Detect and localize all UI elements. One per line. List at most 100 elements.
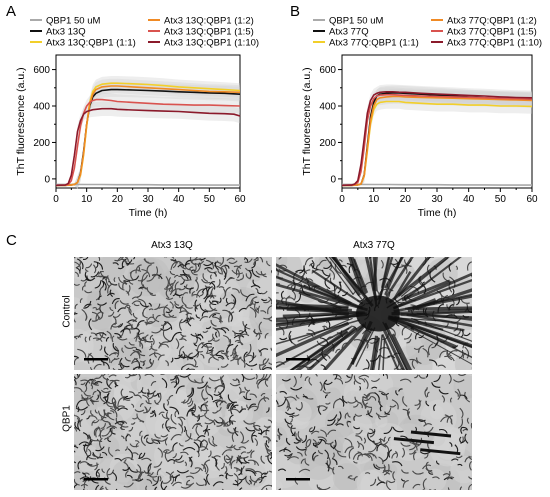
fibril-bundle — [347, 257, 364, 294]
x-tick-label: 50 — [204, 194, 216, 205]
fibril-bundle — [311, 269, 364, 305]
fibril-bundle — [416, 312, 472, 321]
y-axis-label: ThT fluorescence (a.u.) — [301, 67, 313, 175]
fibril-bundle — [297, 317, 353, 342]
micrograph-texture — [154, 437, 191, 475]
fibril-bundle — [392, 272, 472, 310]
fibril-bundle — [369, 335, 379, 370]
x-tick-label: 0 — [339, 194, 345, 205]
fibril-bundle — [276, 263, 352, 305]
micrograph-texture — [284, 374, 305, 393]
micrograph-texture — [383, 387, 405, 409]
fibril-bundle — [276, 283, 368, 312]
fibril-bundle — [392, 270, 412, 301]
fibril-bundle — [322, 324, 366, 370]
fibril-bundle — [368, 257, 378, 307]
scale-bar — [286, 358, 310, 361]
scale-bar — [84, 358, 108, 361]
micrograph-texture — [227, 464, 245, 482]
legend-label: Atx3 13Q:QBP1 (1:5) — [164, 27, 254, 38]
fibril-bundle — [303, 284, 364, 310]
fibril-bundle — [276, 312, 363, 320]
scale-bar — [286, 478, 310, 481]
fibril-bundle-core — [355, 295, 400, 332]
fibril-bundle — [377, 257, 391, 305]
micrograph-texture — [351, 415, 373, 437]
fibril-bundle — [382, 340, 386, 370]
x-tick-label: 20 — [112, 194, 124, 205]
micrograph-row-label-qbp1: QBP1 — [61, 405, 73, 432]
scale-bar — [84, 478, 108, 481]
error-band — [56, 76, 240, 189]
fibril-bundle — [410, 310, 472, 316]
micrograph-texture — [121, 374, 138, 383]
error-band — [342, 85, 532, 187]
micrograph-col-title-77q: Atx3 77Q — [353, 240, 395, 251]
legend-label: Atx3 77Q:QBP1 (1:2) — [447, 16, 537, 27]
micrograph-13q-qbp1 — [74, 374, 272, 490]
micrograph-texture — [342, 431, 376, 465]
fibril-bundle — [412, 306, 472, 311]
fibril-bundle — [381, 333, 400, 370]
x-tick-label: 30 — [142, 194, 154, 205]
micrograph-texture — [158, 474, 185, 490]
fibril-bundle — [387, 315, 472, 348]
x-tick-label: 30 — [431, 194, 443, 205]
y-tick-label: 600 — [319, 65, 336, 76]
micrograph-77q-qbp1 — [276, 374, 472, 490]
fibril-bundle — [276, 306, 348, 312]
micrograph-texture — [134, 346, 161, 370]
micrograph-texture — [325, 387, 341, 403]
micrograph-col-title-13q: Atx3 13Q — [151, 240, 193, 251]
micrograph-texture — [99, 257, 126, 280]
micrograph-texture — [221, 383, 243, 404]
series-line — [55, 98, 241, 187]
fibril-bundle — [401, 279, 451, 302]
fibril-bundle — [324, 257, 354, 296]
fibril-bundle — [382, 321, 408, 370]
x-tick-label: 0 — [53, 194, 59, 205]
fibril-bundle — [328, 257, 363, 300]
micrograph-texture — [255, 388, 272, 421]
x-tick-label: 40 — [463, 194, 475, 205]
micrograph-texture — [420, 399, 457, 436]
fibril-bundle — [372, 257, 378, 292]
error-band — [342, 94, 532, 187]
fibril-bundle — [403, 257, 462, 301]
fibril-bundle — [276, 321, 350, 358]
micrograph-77q-control — [276, 257, 472, 370]
x-tick-label: 50 — [495, 194, 507, 205]
micrograph-texture — [222, 348, 260, 370]
fibril-bundle — [306, 326, 357, 370]
x-tick-label: 20 — [400, 194, 412, 205]
fibril-group — [74, 374, 272, 490]
x-tick-label: 40 — [173, 194, 185, 205]
series-line — [341, 91, 533, 187]
x-tick-label: 10 — [368, 194, 380, 205]
plot-frame — [55, 54, 241, 189]
legend-label: Atx3 77Q:QBP1 (1:5) — [447, 27, 537, 38]
fibril-bundle — [404, 293, 472, 310]
fibril-group — [276, 374, 472, 490]
fibril-bundle — [396, 321, 472, 365]
fibril-cluster — [420, 448, 461, 456]
y-tick-label: 600 — [33, 65, 50, 76]
panel-label-b: B — [290, 3, 301, 20]
micrograph-texture — [193, 443, 229, 479]
series-line — [56, 85, 241, 187]
legend-label: Atx3 13Q — [46, 27, 86, 38]
fibril-bundle — [276, 299, 349, 316]
fibril-bundle — [400, 312, 472, 320]
micrograph-texture — [90, 308, 113, 331]
fibril-bundle — [391, 308, 472, 316]
fibril-bundle — [385, 257, 414, 298]
legend-label: QBP1 50 uM — [46, 16, 100, 27]
x-tick-label: 60 — [234, 194, 246, 205]
micrograph-texture — [231, 288, 253, 311]
micrograph-texture — [74, 297, 85, 318]
fibril-bundle — [353, 258, 369, 294]
micrograph-texture — [450, 455, 472, 484]
fibril-bundle — [350, 257, 367, 295]
